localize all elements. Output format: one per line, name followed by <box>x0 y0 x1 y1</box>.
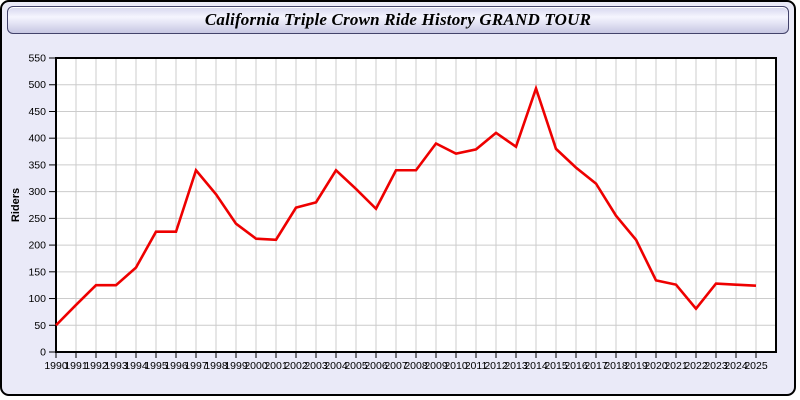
x-tick-label: 2001 <box>264 360 288 372</box>
x-tick-label: 2015 <box>544 360 568 372</box>
ride-history-chart: 0501001502002503003504004505005501990199… <box>10 53 777 372</box>
x-tick-label: 2005 <box>344 360 368 372</box>
x-tick-label: 2009 <box>424 360 448 372</box>
x-tick-label: 1998 <box>204 360 228 372</box>
y-tick-label: 200 <box>28 240 46 252</box>
x-tick-label: 2013 <box>504 360 528 372</box>
x-tick-label: 2019 <box>624 360 648 372</box>
x-tick-label: 2002 <box>284 360 308 372</box>
page-title: California Triple Crown Ride History GRA… <box>204 10 592 29</box>
y-tick-label: 150 <box>28 266 46 278</box>
x-tick-label: 1993 <box>104 360 128 372</box>
x-tick-label: 1990 <box>44 360 68 372</box>
y-tick-label: 350 <box>28 159 46 171</box>
y-tick-label: 50 <box>34 320 46 332</box>
x-tick-label: 2004 <box>324 360 348 372</box>
y-tick-label: 400 <box>28 133 46 145</box>
plot-border <box>55 57 777 353</box>
x-tick-label: 2011 <box>465 360 488 372</box>
x-tick-label: 2008 <box>404 360 428 372</box>
x-tick-label: 2017 <box>584 360 608 372</box>
x-tick-label: 1991 <box>64 360 88 372</box>
x-tick-label: 1994 <box>124 360 148 372</box>
y-tick-label: 500 <box>28 79 46 91</box>
x-tick-label: 2020 <box>644 360 668 372</box>
x-tick-label: 2016 <box>564 360 588 372</box>
x-tick-label: 2000 <box>244 360 268 372</box>
x-tick-label: 2010 <box>444 360 468 372</box>
y-tick-label: 100 <box>28 293 46 305</box>
x-tick-label: 2012 <box>484 360 508 372</box>
x-tick-label: 2025 <box>744 360 768 372</box>
x-tick-label: 2022 <box>684 360 708 372</box>
y-tick-label: 300 <box>28 186 46 198</box>
x-tick-label: 1995 <box>144 360 168 372</box>
x-tick-label: 2014 <box>524 360 548 372</box>
x-tick-label: 2024 <box>724 360 748 372</box>
x-tick-label: 1996 <box>164 360 188 372</box>
x-tick-label: 2018 <box>604 360 628 372</box>
x-tick-label: 1992 <box>84 360 108 372</box>
y-tick-label: 250 <box>28 213 46 225</box>
x-tick-label: 2003 <box>304 360 328 372</box>
y-tick-label: 0 <box>40 347 46 359</box>
x-tick-label: 1997 <box>184 360 208 372</box>
x-tick-label: 2021 <box>664 360 688 372</box>
x-tick-label: 1999 <box>224 360 248 372</box>
title-bar: California Triple Crown Ride History GRA… <box>7 6 789 34</box>
y-tick-label: 550 <box>28 53 46 65</box>
y-tick-label: 450 <box>28 106 46 118</box>
y-axis-title: Riders <box>10 188 22 222</box>
x-tick-label: 2023 <box>704 360 728 372</box>
riders-series-line <box>55 84 757 327</box>
x-tick-label: 2006 <box>364 360 388 372</box>
x-tick-label: 2007 <box>384 360 408 372</box>
